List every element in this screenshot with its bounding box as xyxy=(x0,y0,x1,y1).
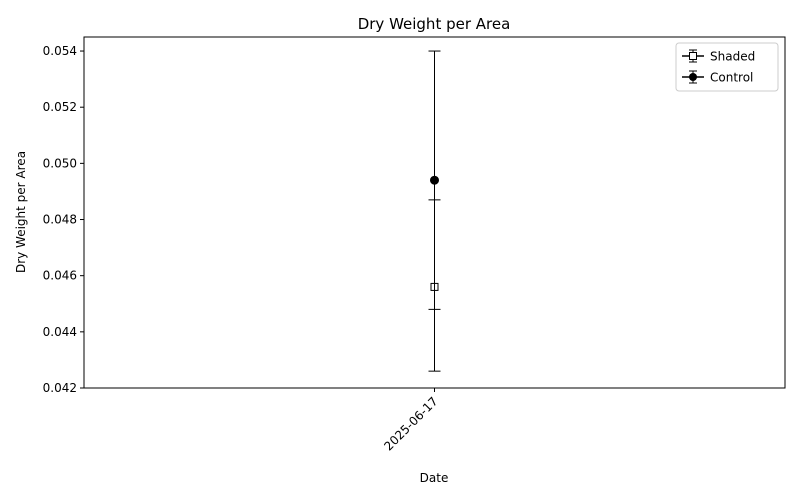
y-axis-label: Dry Weight per Area xyxy=(14,151,28,273)
legend-marker xyxy=(689,73,697,81)
chart-title: Dry Weight per Area xyxy=(358,15,511,33)
legend-item-control: Control xyxy=(682,70,753,85)
y-tick-label: 0.052 xyxy=(43,100,77,114)
legend-item-shaded: Shaded xyxy=(682,49,755,64)
x-axis-label: Date xyxy=(420,471,449,485)
y-tick-label: 0.048 xyxy=(43,213,77,227)
y-tick-label: 0.044 xyxy=(43,325,77,339)
legend-box xyxy=(675,42,779,92)
y-axis: 0.042 0.044 0.046 0.048 0.050 0.052 0.054 xyxy=(43,44,84,395)
y-tick-label: 0.042 xyxy=(43,381,77,395)
legend-marker xyxy=(689,52,697,60)
series-control xyxy=(428,50,441,310)
legend-label: Control xyxy=(710,71,753,85)
series-marks xyxy=(428,50,441,372)
legend: Shaded Control xyxy=(675,42,779,92)
legend-label: Shaded xyxy=(710,50,755,64)
x-axis: 2025-06-17 xyxy=(381,388,441,453)
y-tick-label: 0.054 xyxy=(43,44,77,58)
y-tick-label: 0.046 xyxy=(43,269,77,283)
x-tick-label: 2025-06-17 xyxy=(381,394,440,453)
y-tick-label: 0.050 xyxy=(43,156,77,170)
data-point xyxy=(430,175,439,185)
